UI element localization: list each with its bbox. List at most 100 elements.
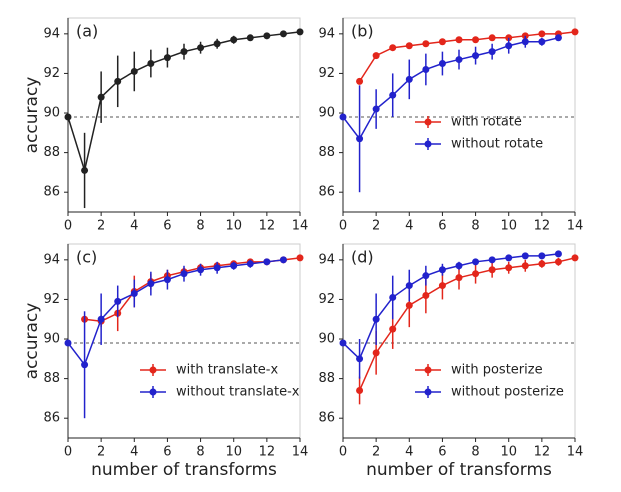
point (197, 266, 205, 274)
point (130, 67, 138, 75)
legend-label: with translate-x (176, 363, 278, 378)
point (538, 260, 546, 268)
point (521, 262, 529, 270)
point (505, 254, 513, 262)
x-tick-label: 4 (130, 219, 138, 234)
x-axis-label: number of transforms (366, 460, 552, 480)
point (422, 272, 430, 280)
point (147, 60, 155, 68)
point (554, 250, 562, 258)
point (571, 28, 579, 36)
x-tick-label: 6 (163, 445, 171, 460)
x-tick-label: 8 (471, 219, 479, 234)
x-tick-label: 10 (500, 445, 517, 460)
point (356, 135, 364, 143)
legend-swatch (424, 366, 432, 374)
x-tick-label: 2 (372, 219, 380, 234)
point (279, 30, 287, 38)
point (438, 60, 446, 68)
x-tick-label: 0 (64, 445, 72, 460)
point (197, 44, 205, 52)
x-tick-label: 12 (259, 219, 276, 234)
y-tick-label: 92 (318, 292, 335, 307)
legend-label: without rotate (451, 137, 543, 152)
point (571, 254, 579, 262)
legend-swatch (424, 118, 432, 126)
legend-label: with posterize (451, 363, 543, 378)
x-tick-label: 10 (500, 219, 517, 234)
point (389, 325, 397, 333)
point (438, 38, 446, 46)
point (455, 56, 463, 64)
x-tick-label: 2 (372, 445, 380, 460)
x-tick-label: 6 (163, 219, 171, 234)
point (372, 52, 380, 60)
point (455, 36, 463, 44)
point (339, 339, 347, 347)
point (246, 260, 254, 268)
point (296, 254, 304, 262)
y-tick-label: 94 (318, 252, 335, 267)
x-tick-label: 2 (97, 219, 105, 234)
legend-label: without translate-x (176, 385, 300, 400)
x-tick-label: 0 (64, 219, 72, 234)
y-tick-label: 86 (43, 411, 60, 426)
point (554, 34, 562, 42)
point (438, 282, 446, 290)
y-tick-label: 88 (318, 371, 335, 386)
y-tick-label: 86 (43, 185, 60, 200)
series-line (67, 259, 284, 367)
x-tick-label: 8 (196, 219, 204, 234)
point (455, 274, 463, 282)
y-tick-label: 94 (318, 26, 335, 41)
point (147, 280, 155, 288)
legend-label: with rotate (451, 115, 522, 130)
point (246, 34, 254, 42)
point (130, 289, 138, 297)
point (488, 256, 496, 264)
y-tick-label: 90 (43, 332, 60, 347)
point (472, 36, 480, 44)
x-axis-label: number of transforms (91, 460, 277, 480)
point (488, 266, 496, 274)
point (372, 105, 380, 113)
y-tick-label: 90 (43, 106, 60, 121)
point (163, 54, 171, 62)
point (279, 256, 287, 264)
point (230, 262, 238, 270)
point (505, 42, 513, 50)
y-tick-label: 92 (43, 292, 60, 307)
point (455, 262, 463, 270)
point (296, 28, 304, 36)
point (538, 38, 546, 46)
point (356, 386, 364, 394)
point (81, 166, 89, 174)
point (405, 282, 413, 290)
point (64, 339, 72, 347)
panel-label: (c) (76, 248, 97, 267)
point (81, 361, 89, 369)
point (438, 266, 446, 274)
legend-label: without posterize (451, 385, 564, 400)
y-tick-label: 90 (318, 332, 335, 347)
point (64, 113, 72, 121)
point (213, 40, 221, 48)
point (389, 44, 397, 52)
x-tick-label: 0 (339, 445, 347, 460)
x-tick-label: 6 (438, 219, 446, 234)
point (405, 301, 413, 309)
point (488, 48, 496, 56)
y-tick-label: 94 (43, 26, 60, 41)
point (472, 270, 480, 278)
point (356, 77, 364, 85)
panel-label: (d) (351, 248, 374, 267)
point (339, 113, 347, 121)
point (372, 315, 380, 323)
x-tick-label: 12 (534, 445, 551, 460)
point (263, 32, 271, 40)
x-tick-label: 4 (405, 219, 413, 234)
y-tick-label: 92 (43, 66, 60, 81)
x-tick-label: 8 (196, 445, 204, 460)
point (97, 315, 105, 323)
